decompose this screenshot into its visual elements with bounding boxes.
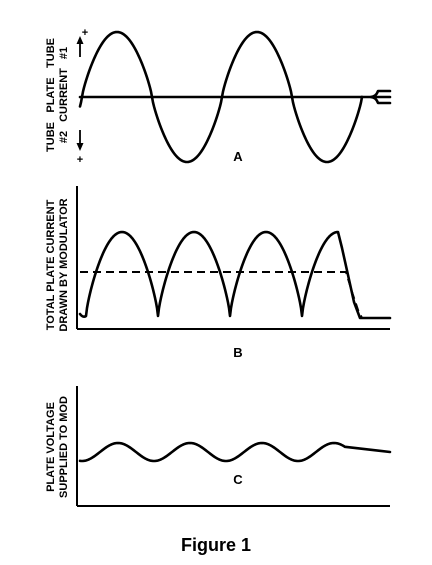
total-plate-current-label-line1: TOTAL PLATE CURRENT <box>45 199 57 330</box>
plate-voltage-waveform <box>78 441 392 463</box>
panel-b-letter: B <box>233 345 242 360</box>
tube-currents-tail <box>360 89 392 105</box>
tube2-label-line2: #2 <box>58 131 70 143</box>
panel-b: TOTAL PLATE CURRENT DRAWN BY MODULATOR B <box>45 186 392 360</box>
tube2-label-line1: TUBE <box>45 122 57 152</box>
average-plate-current-dashed-line <box>80 271 363 319</box>
figure-caption: Figure 1 <box>181 535 251 555</box>
total-plate-current-label-line2: DRAWN BY MODULATOR <box>58 198 70 331</box>
tube1-plate-current-waveform <box>78 30 364 99</box>
tube1-label-line1: TUBE <box>45 38 57 68</box>
plate-current-label-line1: PLATE <box>45 77 57 112</box>
tube1-label-line2: #1 <box>58 47 70 59</box>
positive-up-arrow-icon <box>76 36 84 57</box>
tube2-plate-current-waveform <box>78 95 364 164</box>
positive-down-arrow-icon <box>76 130 84 151</box>
plate-voltage-label-line2: SUPPLIED TO MOD <box>58 396 70 498</box>
panel-c: PLATE VOLTAGE SUPPLIED TO MOD C <box>45 386 392 507</box>
total-plate-current-waveform <box>78 230 392 320</box>
plus-sign-bottom: + <box>77 154 83 166</box>
panel-a-letter: A <box>233 149 243 164</box>
panel-a: TUBE #1 PLATE CURRENT TUBE #2 + + A <box>45 27 392 166</box>
plate-voltage-label-line1: PLATE VOLTAGE <box>45 402 57 492</box>
plus-sign-top: + <box>82 27 88 39</box>
panel-c-letter: C <box>233 472 243 487</box>
plate-current-label-line2: CURRENT <box>58 68 70 122</box>
